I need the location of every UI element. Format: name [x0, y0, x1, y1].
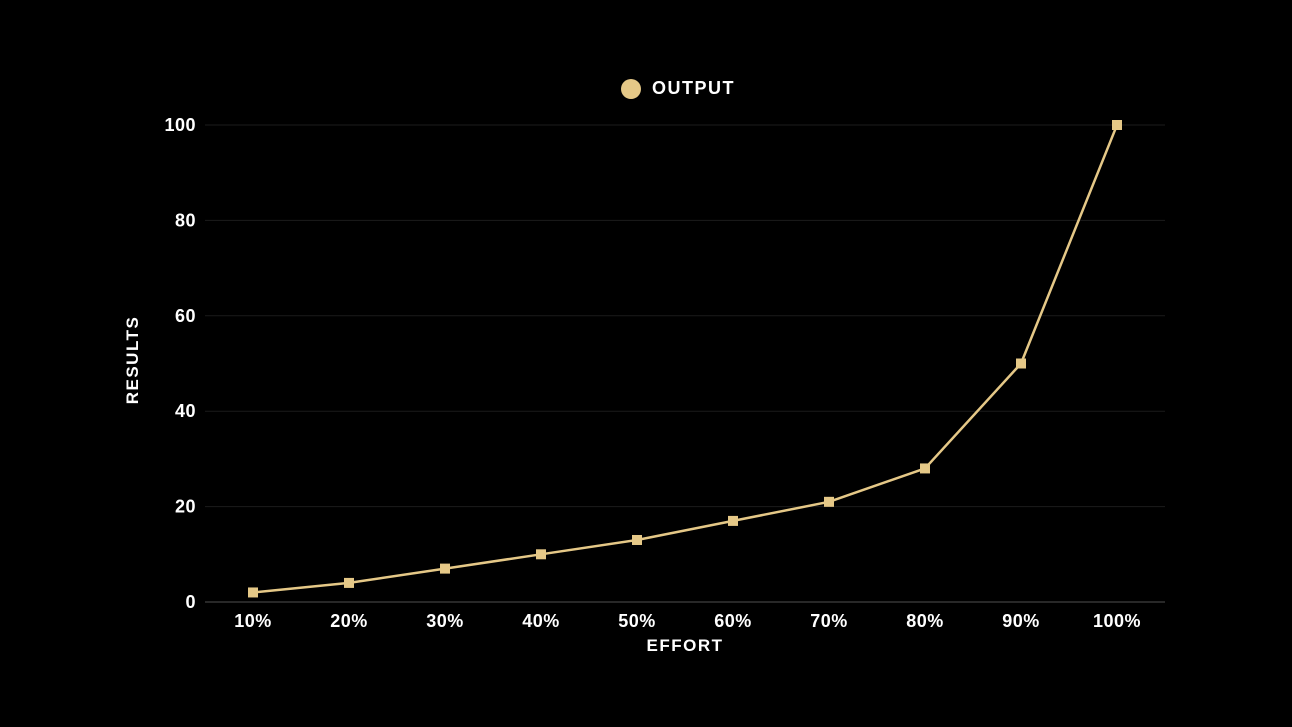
data-point-marker — [920, 463, 930, 474]
legend: OUTPUT — [621, 78, 735, 99]
data-line — [252, 124, 1119, 594]
y-tick-label: 20 — [175, 497, 196, 517]
data-point-marker — [728, 515, 738, 526]
data-point-marker — [632, 534, 642, 545]
x-axis-title: EFFORT — [646, 636, 724, 655]
legend-label: OUTPUT — [652, 78, 735, 98]
x-tick-label: 20% — [330, 611, 368, 631]
x-tick-label: 10% — [234, 611, 272, 631]
x-tick-label: 100% — [1093, 611, 1141, 631]
y-tick-label: 0 — [185, 592, 196, 612]
x-tick-label: 70% — [810, 611, 848, 631]
x-tick-label: 50% — [618, 611, 656, 631]
data-point-marker — [824, 496, 834, 507]
x-tick-label: 90% — [1002, 611, 1040, 631]
x-tick-label: 60% — [714, 611, 752, 631]
x-tick-label: 30% — [426, 611, 464, 631]
x-tick-label: 80% — [906, 611, 944, 631]
data-point-marker — [536, 549, 546, 560]
y-tick-label: 40 — [175, 401, 196, 421]
data-point-marker — [1112, 120, 1122, 130]
y-tick-label: 60 — [175, 306, 196, 326]
data-point-marker — [248, 587, 258, 598]
y-tick-label: 80 — [175, 210, 196, 230]
data-point-marker — [440, 563, 450, 574]
legend-marker-icon — [621, 78, 641, 99]
data-point-marker — [344, 577, 354, 588]
y-tick-label: 100 — [164, 115, 196, 135]
x-tick-label: 40% — [522, 611, 560, 631]
data-point-marker — [1016, 358, 1026, 369]
